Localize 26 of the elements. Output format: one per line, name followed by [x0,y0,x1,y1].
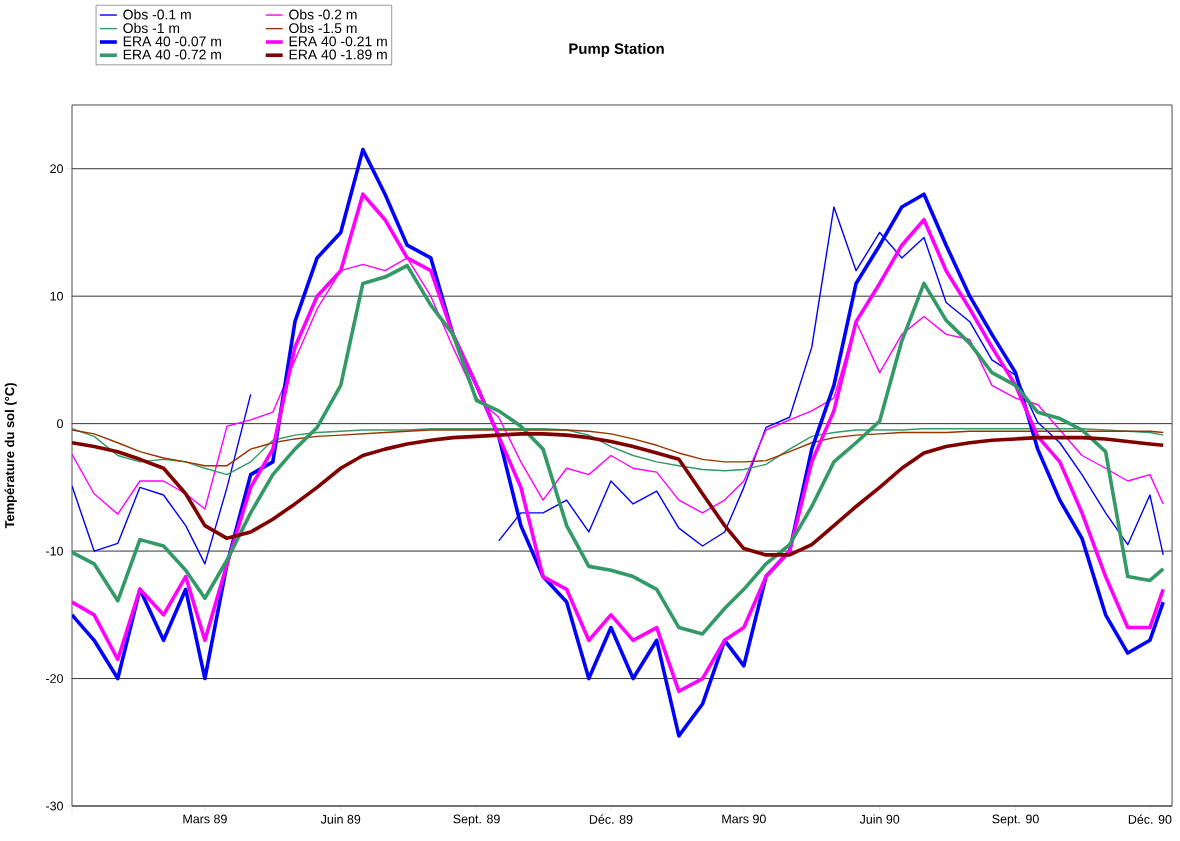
legend-label: ERA 40 -0.07 m [123,36,221,47]
legend-label: Obs -1 m [123,22,180,34]
y-tick-label: 20 [50,164,63,174]
x-tick-label: Déc. 89 [589,814,633,824]
legend-label: ERA 40 -1.89 m [289,49,387,60]
x-tick-label: Sept. 89 [453,814,500,826]
x-tick-label: Mars 89 [183,814,227,824]
legend-label: Obs -0.1 m [123,9,191,20]
legend-label: ERA 40 -0.72 m [123,49,221,60]
y-axis-title: Température du sol (°C) [4,383,17,529]
y-tick-label: -30 [46,801,63,811]
y-tick-label: 10 [50,291,63,301]
legend-label: Obs -0.2 m [289,9,357,20]
x-tick-label: Déc. 90 [1128,814,1172,824]
x-tick-label: Mars 90 [722,814,766,824]
chart-title: Pump Station [569,42,664,57]
line-series [72,263,1165,636]
x-tick-label: Juin 89 [320,814,361,824]
y-tick-label: -20 [46,674,63,683]
y-tick-label: 0 [57,419,63,429]
line-series [72,192,1165,694]
legend-label: Obs -1.5 m [289,22,357,34]
x-tick-label: Juin 90 [859,814,900,824]
y-tick-label: -10 [46,546,63,556]
x-tick-label: Sept. 90 [992,814,1039,826]
legend-label: ERA 40 -0.21 m [289,36,387,47]
